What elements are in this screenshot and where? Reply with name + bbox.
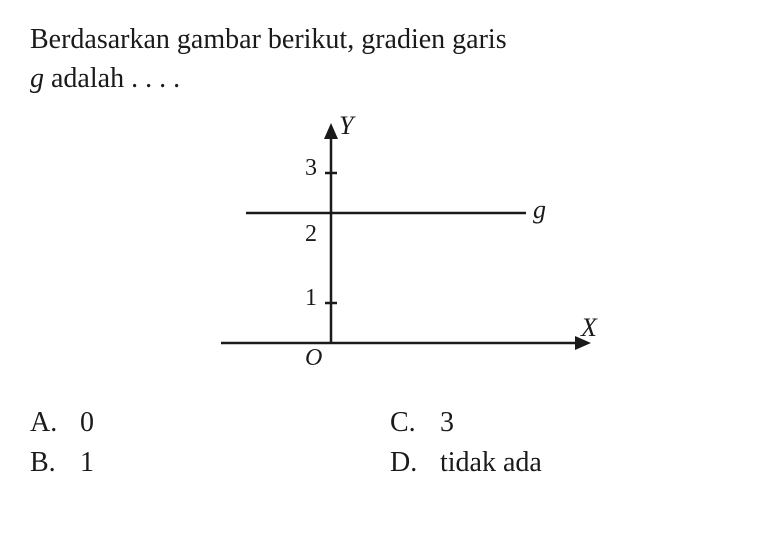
question-text: Berdasarkan gambar berikut, gradien gari… bbox=[30, 20, 752, 98]
option-b-text: 1 bbox=[80, 447, 94, 479]
option-b-letter: B. bbox=[30, 447, 80, 479]
option-a: A. 0 bbox=[30, 403, 390, 443]
tick-label-2: 2 bbox=[305, 221, 317, 248]
option-d-text: tidak ada bbox=[440, 447, 542, 479]
question-var-g: g bbox=[30, 63, 44, 94]
y-axis-label: Y bbox=[339, 111, 353, 141]
tick-label-1: 1 bbox=[305, 285, 317, 312]
options-container: A. 0 C. 3 B. 1 D. tidak ada bbox=[30, 403, 750, 483]
origin-label: O bbox=[305, 345, 322, 372]
question-line2-rest: adalah . . . . bbox=[44, 63, 180, 94]
option-c-letter: C. bbox=[390, 407, 440, 439]
option-a-text: 0 bbox=[80, 407, 94, 439]
graph-svg bbox=[181, 113, 601, 383]
tick-label-3: 3 bbox=[305, 155, 317, 182]
option-c: C. 3 bbox=[390, 403, 750, 443]
line-g-label: g bbox=[533, 195, 546, 225]
option-b: B. 1 bbox=[30, 443, 390, 483]
option-d-letter: D. bbox=[390, 447, 440, 479]
option-c-text: 3 bbox=[440, 407, 454, 439]
graph-container: Y X O 3 2 1 g bbox=[181, 113, 601, 383]
option-a-letter: A. bbox=[30, 407, 80, 439]
x-axis-label: X bbox=[581, 313, 597, 343]
question-line1: Berdasarkan gambar berikut, gradien gari… bbox=[30, 24, 507, 55]
y-axis-arrow bbox=[324, 123, 338, 139]
option-d: D. tidak ada bbox=[390, 443, 750, 483]
